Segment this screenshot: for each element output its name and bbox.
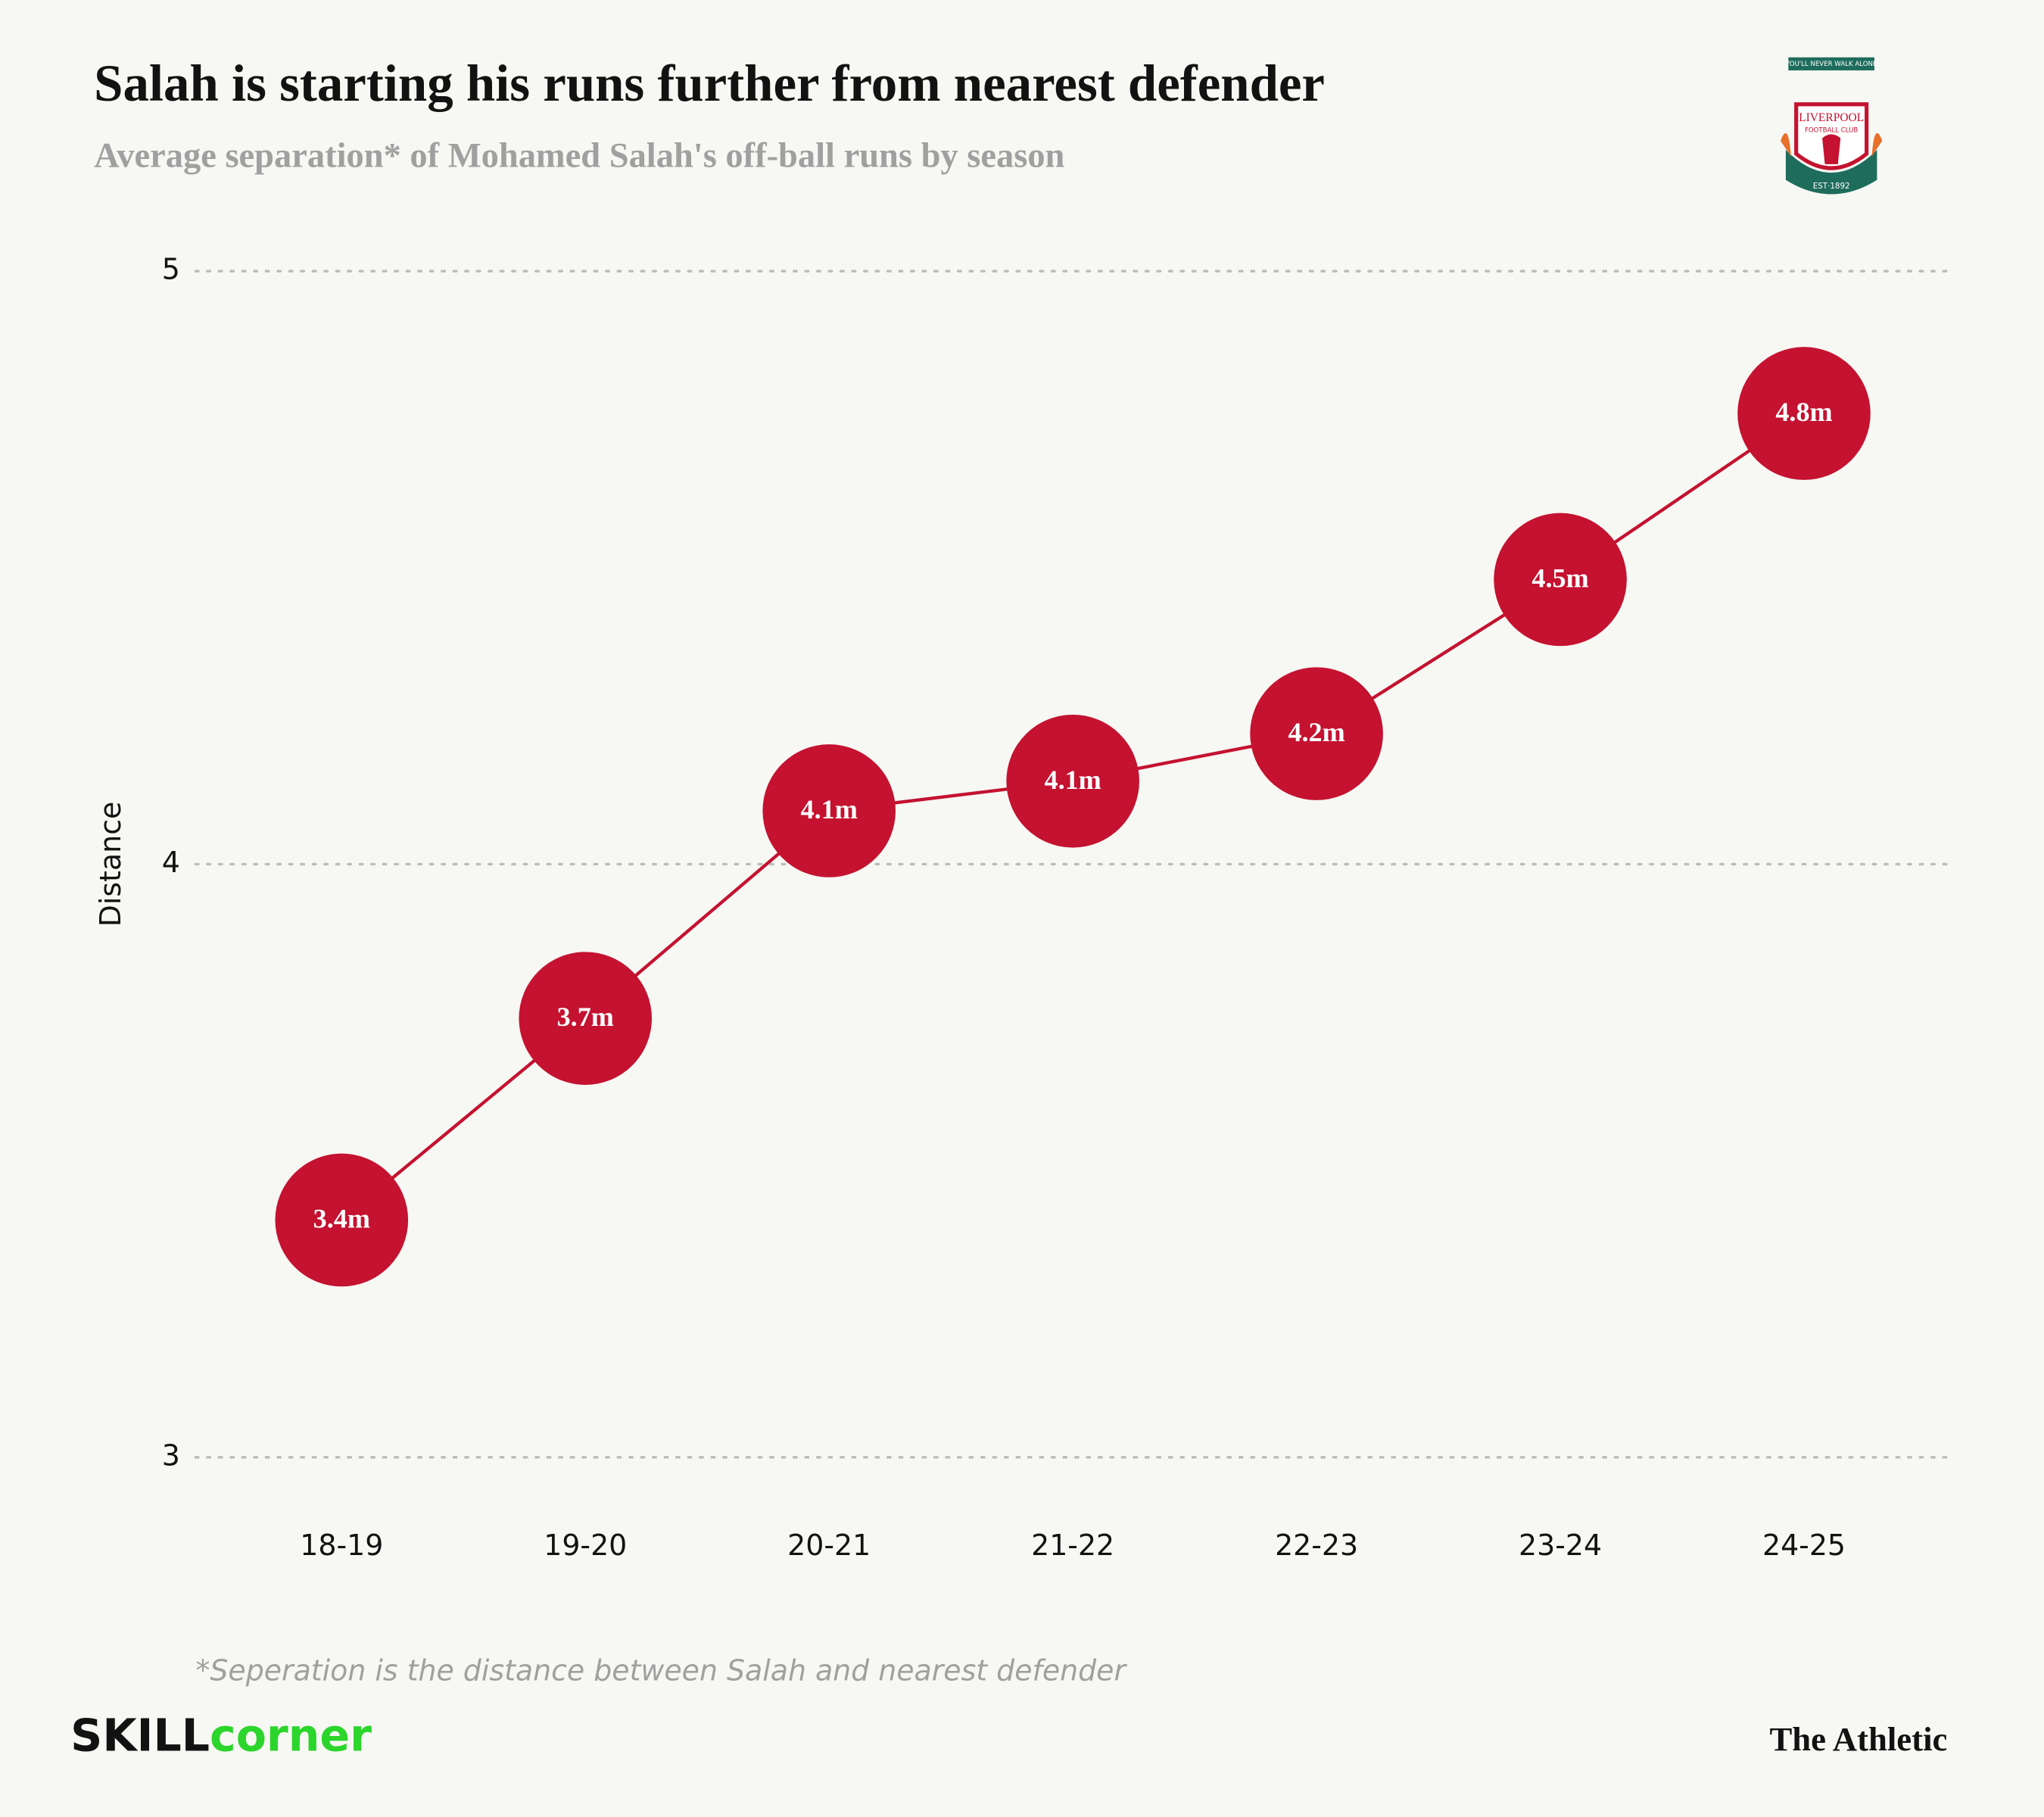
y-axis-label: Distance xyxy=(94,802,127,927)
x-tick-label: 22-23 xyxy=(1275,1529,1358,1562)
x-tick-label: 18-19 xyxy=(300,1529,383,1562)
data-label: 4.1m xyxy=(801,794,858,824)
x-tick-label: 23-24 xyxy=(1519,1529,1602,1562)
data-point xyxy=(1737,347,1871,480)
data-point xyxy=(762,744,896,877)
y-tick-label: 4 xyxy=(162,846,180,879)
x-tick-label: 20-21 xyxy=(787,1529,871,1562)
crest-banner xyxy=(1788,57,1874,70)
y-tick-label: 5 xyxy=(162,253,180,286)
data-label: 3.4m xyxy=(313,1203,370,1233)
data-point xyxy=(519,952,653,1085)
x-tick-label: 21-22 xyxy=(1031,1529,1114,1562)
crest-motto: YOU'LL NEVER WALK ALONE xyxy=(1785,61,1877,68)
data-label: 4.5m xyxy=(1531,563,1588,593)
data-label: 4.2m xyxy=(1288,717,1344,747)
data-label: 3.7m xyxy=(557,1002,614,1032)
data-label: 4.1m xyxy=(1045,765,1101,795)
y-tick-label: 3 xyxy=(162,1438,180,1472)
brand-left-1: SKILL xyxy=(70,1710,210,1762)
brand-right: The Athletic xyxy=(1769,1720,1947,1758)
crest-est: EST·1892 xyxy=(1813,182,1850,191)
crest-flames xyxy=(1781,132,1883,157)
footnote: *Seperation is the distance between Sala… xyxy=(195,1653,1127,1687)
club-crest: YOU'LL NEVER WALK ALONE LIVERPOOL FOOTBA… xyxy=(1781,57,1883,195)
chart-subtitle: Average separation* of Mohamed Salah's o… xyxy=(94,137,1064,176)
x-tick-label: 24-25 xyxy=(1762,1529,1846,1562)
chart-title: Salah is starting his runs further from … xyxy=(94,55,1325,112)
crest-bird xyxy=(1822,134,1841,164)
data-label: 4.8m xyxy=(1775,397,1832,427)
data-point xyxy=(1494,513,1627,647)
brand-left: SKILLcorner xyxy=(70,1710,372,1762)
data-point xyxy=(1006,714,1139,848)
x-tick-label: 19-20 xyxy=(544,1529,627,1562)
data-point xyxy=(275,1153,409,1287)
brand-left-2: corner xyxy=(210,1710,372,1762)
data-point xyxy=(1250,667,1383,800)
crest-name: LIVERPOOL xyxy=(1799,111,1864,124)
crest-sub: FOOTBALL CLUB xyxy=(1805,127,1858,135)
crest-ribbon xyxy=(1785,149,1877,195)
